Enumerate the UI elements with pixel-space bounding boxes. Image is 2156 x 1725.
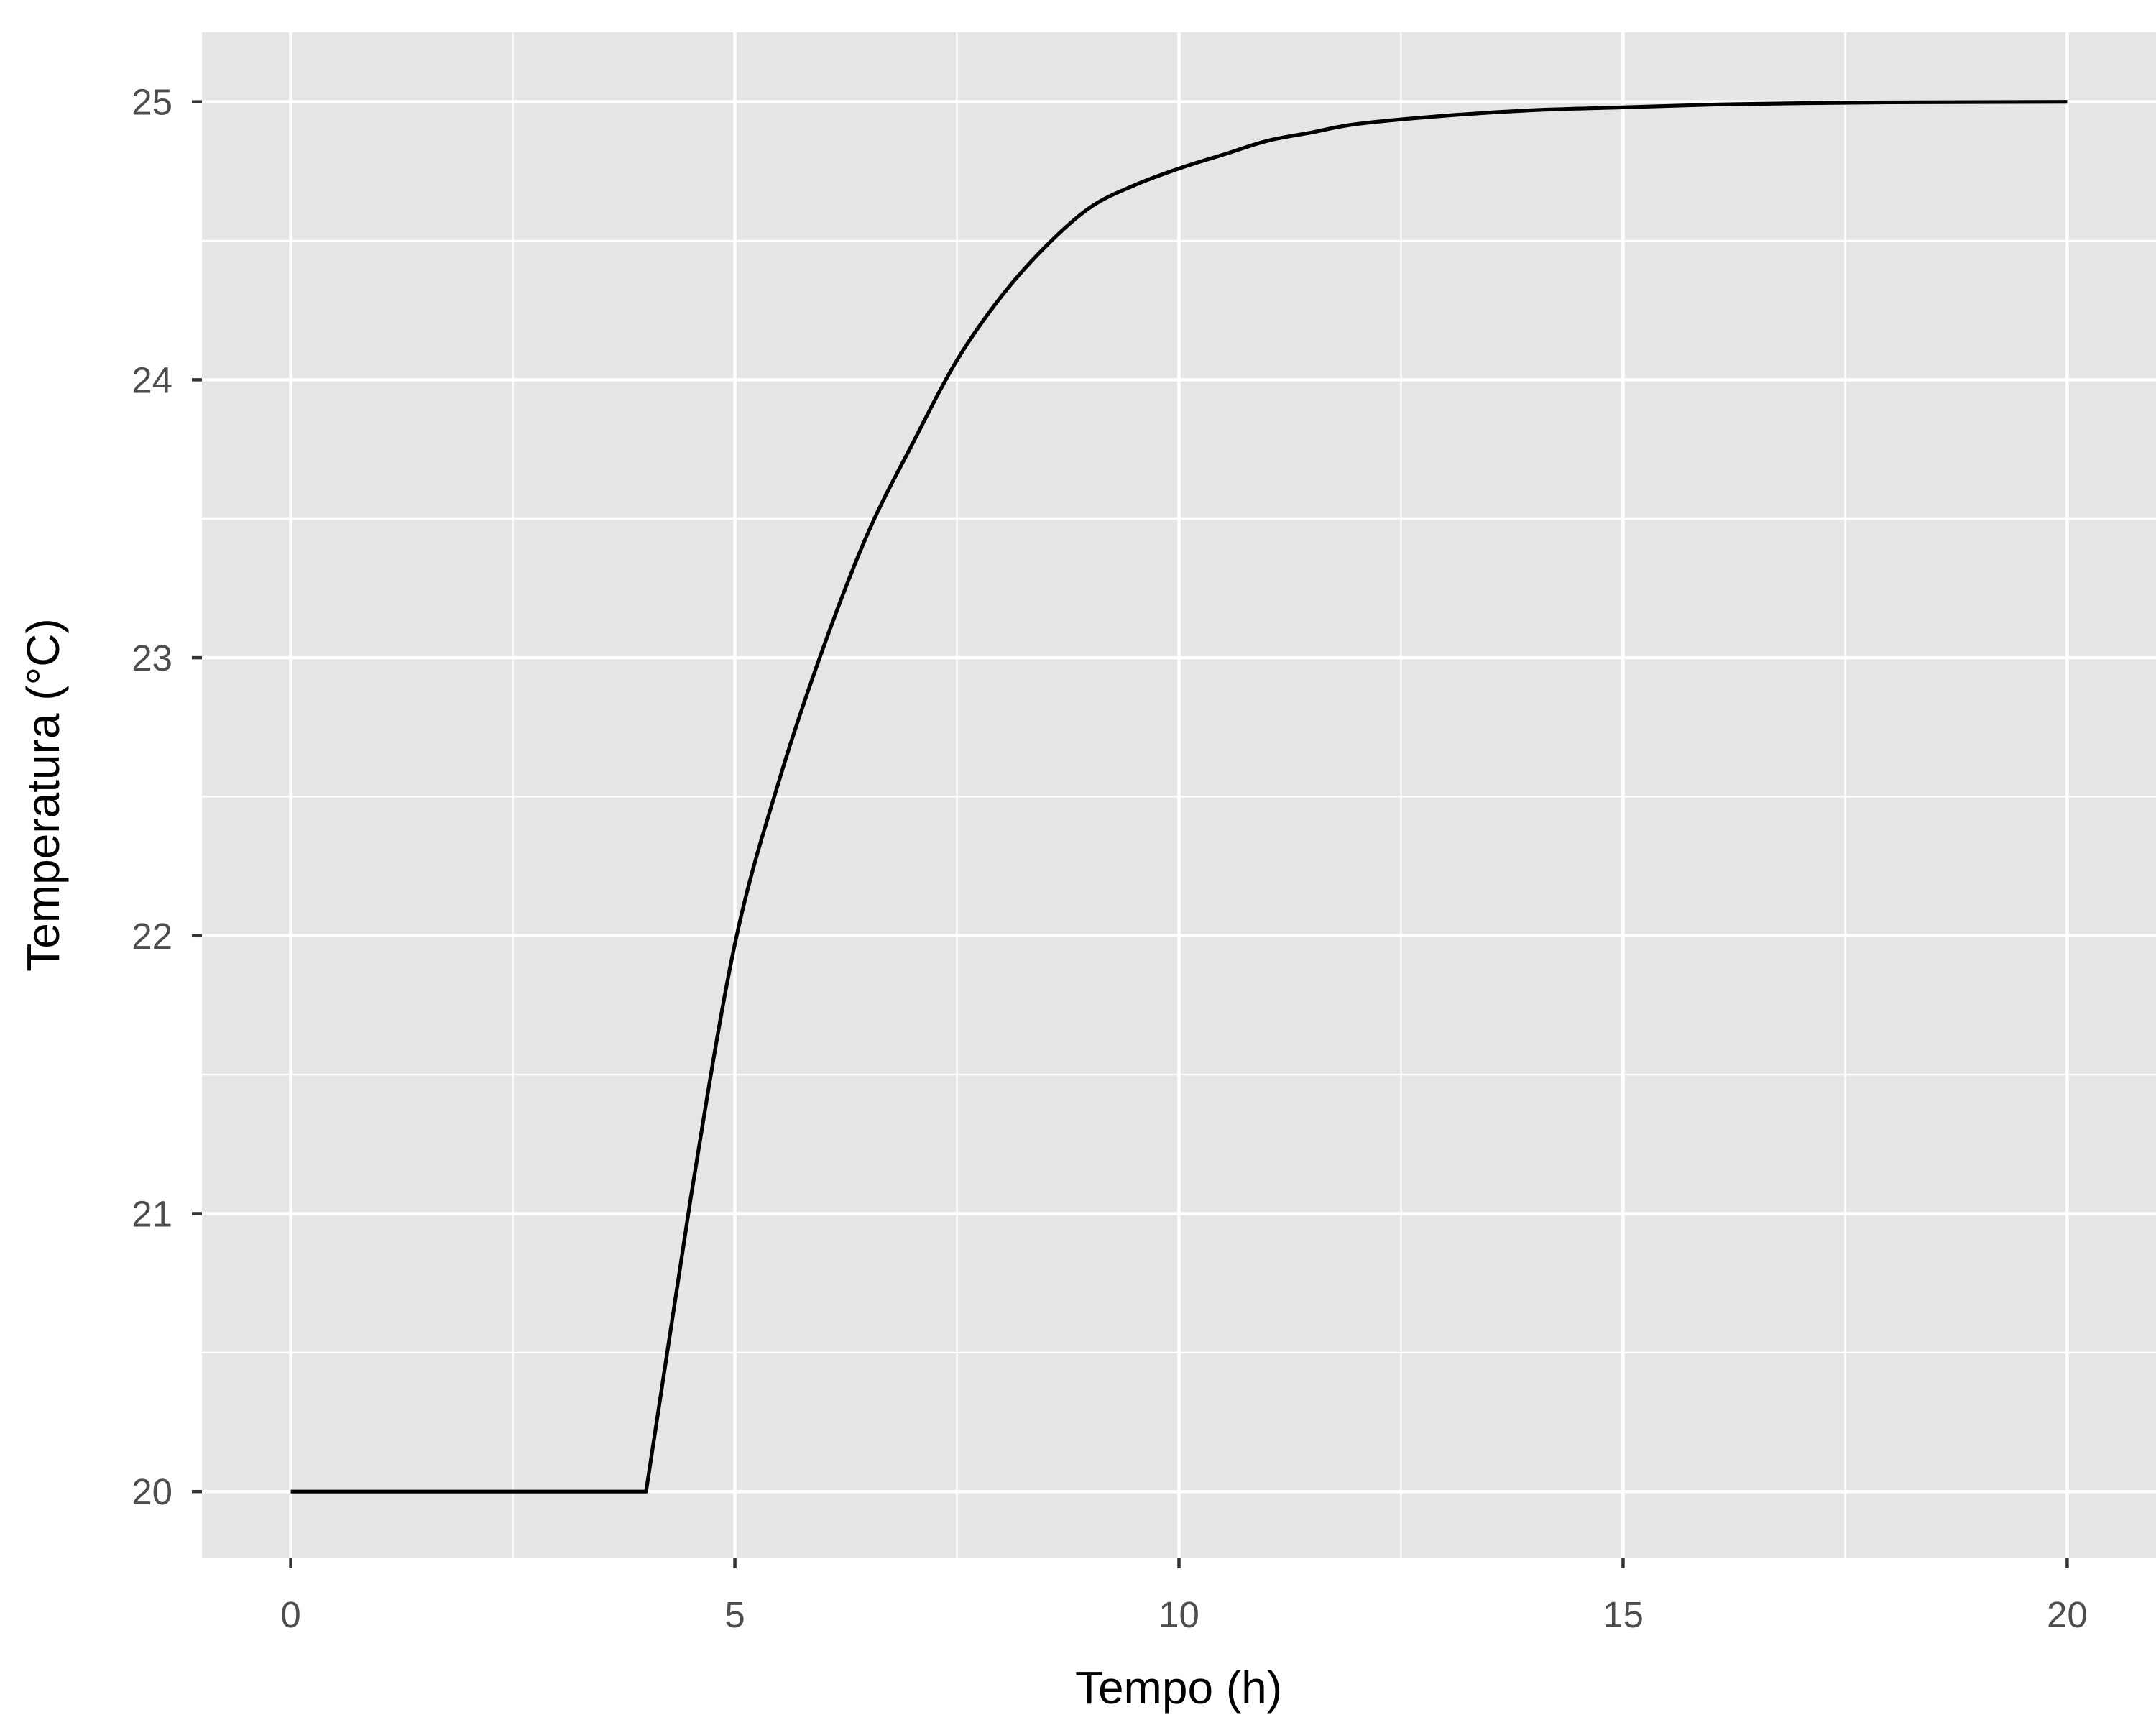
y-tick-label: 21 <box>132 1193 172 1234</box>
x-tick-label: 15 <box>1603 1594 1644 1635</box>
x-tick-label: 10 <box>1158 1594 1199 1635</box>
x-tick-label: 20 <box>2047 1594 2088 1635</box>
y-tick-label: 25 <box>132 82 172 123</box>
series-layer <box>290 100 2068 1494</box>
y-axis-title: Temperatura (°C) <box>17 618 69 972</box>
axes: 0 5 10 15 20 20 21 22 23 24 25 <box>132 82 2088 1635</box>
y-tick-label: 22 <box>132 916 172 957</box>
x-tick-label: 5 <box>724 1594 745 1635</box>
y-tick-label: 23 <box>132 638 172 678</box>
grid-lines <box>202 32 2156 1558</box>
x-axis-title: Tempo (h) <box>1075 1662 1282 1714</box>
y-tick-label: 24 <box>132 359 172 400</box>
x-tick-label: 0 <box>280 1594 300 1635</box>
y-tick-label: 20 <box>132 1471 172 1512</box>
series-line <box>290 100 2068 1494</box>
